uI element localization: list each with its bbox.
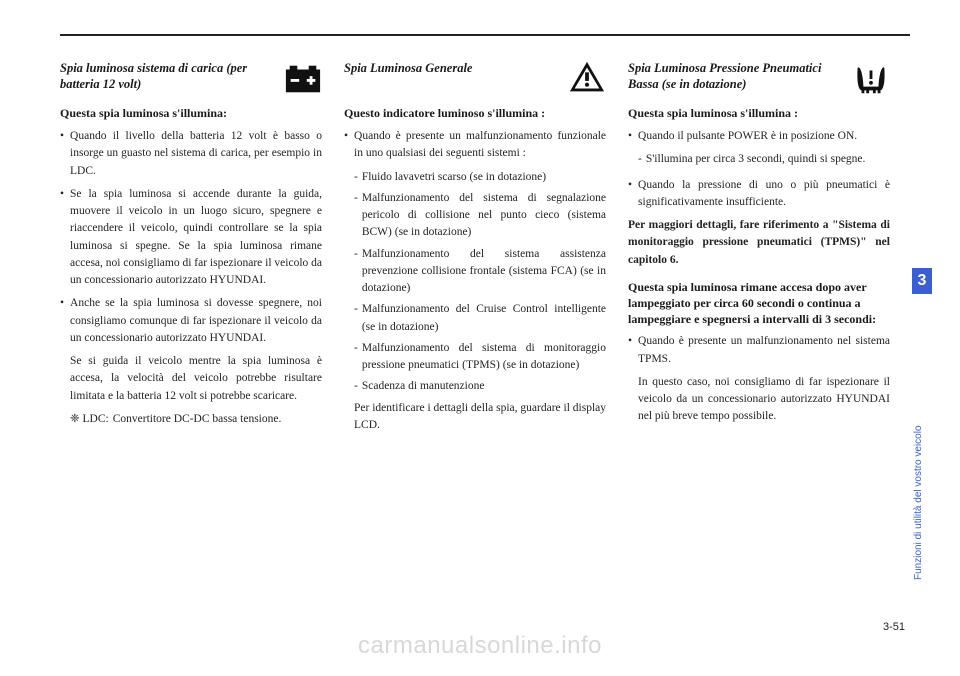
sub-marker: - <box>354 246 358 298</box>
bullet-text: Quando la pressione di uno o più pneumat… <box>638 177 890 212</box>
section-title-2: Spia Luminosa Generale <box>344 60 560 76</box>
subtitle-3a: Questa spia luminosa s'illumina : <box>628 104 890 122</box>
sub-text: Malfunzionamento del sistema di monitora… <box>362 340 606 375</box>
sub-text: Malfunzionamento del sistema assistenza … <box>362 246 606 298</box>
bullet-marker: • <box>628 128 632 145</box>
note-item: ❈ LDC: Convertitore DC-DC bassa tensione… <box>70 411 322 428</box>
bullet-text: Quando il pulsante POWER è in posizione … <box>638 128 890 145</box>
battery-icon <box>284 60 322 94</box>
section-title-1: Spia luminosa sistema di carica (per bat… <box>60 60 276 93</box>
bullet-text: Anche se la spia luminosa si dovesse spe… <box>70 295 322 347</box>
chapter-side-label: Funzioni di utilità del vostro veicolo <box>913 300 929 580</box>
bullet-text: Se la spia luminosa si accende durante l… <box>70 186 322 290</box>
sub-marker: - <box>354 378 358 395</box>
bullet-item: • Quando è presente un malfunzionamento … <box>628 333 890 368</box>
sub-text: Malfunzionamento del Cruise Control inte… <box>362 301 606 336</box>
sub-item: - Fluido lavavetri scarso (se in dotazio… <box>354 169 606 186</box>
warning-triangle-icon <box>568 60 606 94</box>
chapter-tab: 3 <box>912 268 932 294</box>
bullet-item: • Quando la pressione di uno o più pneum… <box>628 177 890 212</box>
column-3: Spia Luminosa Pressione Pneumatici Bassa… <box>628 60 890 440</box>
section-header-2: Spia Luminosa Generale <box>344 60 606 94</box>
bullet-marker: • <box>628 333 632 368</box>
column-1: Spia luminosa sistema di carica (per bat… <box>60 60 322 440</box>
sub-text: Scadenza di manutenzione <box>362 378 606 395</box>
section-title-3: Spia Luminosa Pressione Pneumatici Bassa… <box>628 60 844 93</box>
sub-text: Fluido lavavetri scarso (se in dotazione… <box>362 169 606 186</box>
sub-marker: - <box>354 340 358 375</box>
bullet-text: Quando è presente un malfunzionamento fu… <box>354 128 606 163</box>
subtitle-1: Questa spia luminosa s'illumina: <box>60 104 322 122</box>
sub-marker: - <box>354 169 358 186</box>
bullet-text: Quando il livello della batteria 12 volt… <box>70 128 322 180</box>
page-content: Spia luminosa sistema di carica (per bat… <box>0 0 960 470</box>
bold-reference: Per maggiori dettagli, fare riferimento … <box>628 217 890 269</box>
bullet-text: Quando è presente un malfunzionamento ne… <box>638 333 890 368</box>
sub-text: S'illumina per circa 3 secondi, quindi s… <box>646 151 890 168</box>
bullet-item: • Anche se la spia luminosa si dovesse s… <box>60 295 322 347</box>
page-number: 3-51 <box>883 621 905 633</box>
section-header-3: Spia Luminosa Pressione Pneumatici Bassa… <box>628 60 890 94</box>
sub-text: Malfunzionamento del sistema di segnalaz… <box>362 190 606 242</box>
sub-item: - Malfunzionamento del sistema assistenz… <box>354 246 606 298</box>
note-text: Convertitore DC-DC bassa tensione. <box>113 411 322 428</box>
bullet-item: • Quando è presente un malfunzionamento … <box>344 128 606 163</box>
bullet-marker: • <box>628 177 632 212</box>
column-2: Spia Luminosa Generale Questo indicatore… <box>344 60 606 440</box>
sub-item: - Malfunzionamento del Cruise Control in… <box>354 301 606 336</box>
sub-marker: - <box>354 301 358 336</box>
bullet-marker: • <box>344 128 348 163</box>
top-rule <box>60 34 910 36</box>
sub-item: - S'illumina per circa 3 secondi, quindi… <box>638 151 890 168</box>
trailing-para-1: Se si guida il veicolo mentre la spia lu… <box>70 353 322 405</box>
subtitle-2: Questo indicatore luminoso s'illumina : <box>344 104 606 122</box>
bullet-item: • Quando il livello della batteria 12 vo… <box>60 128 322 180</box>
tire-pressure-icon <box>852 60 890 94</box>
note-label: ❈ LDC: <box>70 411 109 428</box>
sub-item: - Malfunzionamento del sistema di monito… <box>354 340 606 375</box>
sub-item: - Scadenza di manutenzione <box>354 378 606 395</box>
bullet-item: • Se la spia luminosa si accende durante… <box>60 186 322 290</box>
bullet-marker: • <box>60 186 64 290</box>
sub-marker: - <box>354 190 358 242</box>
bullet-item: • Quando il pulsante POWER è in posizion… <box>628 128 890 145</box>
sub-item: - Malfunzionamento del sistema di segnal… <box>354 190 606 242</box>
trailing-para-2: Per identificare i dettagli della spia, … <box>354 400 606 435</box>
trailing-para-3: In questo caso, noi consigliamo di far i… <box>638 374 890 426</box>
sub-marker: - <box>638 151 642 168</box>
subtitle-3b: Questa spia luminosa rimane accesa dopo … <box>628 279 890 328</box>
bullet-marker: • <box>60 295 64 347</box>
section-header-1: Spia luminosa sistema di carica (per bat… <box>60 60 322 94</box>
watermark: carmanualsonline.info <box>358 632 602 660</box>
bullet-marker: • <box>60 128 64 180</box>
